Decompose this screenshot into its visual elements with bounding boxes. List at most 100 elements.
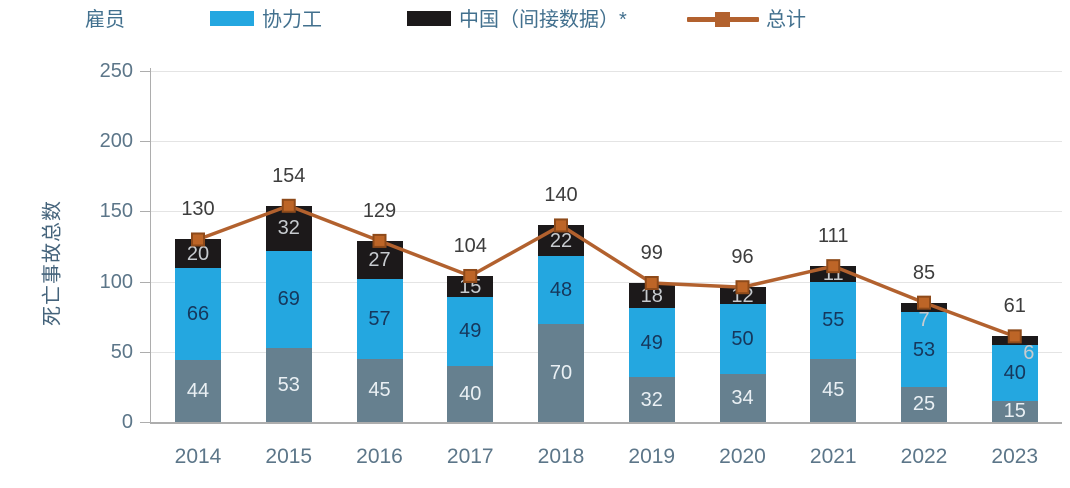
x-tick-label: 2022: [900, 445, 948, 468]
bar-segment: [628, 308, 675, 378]
bar-segment-label: 57: [368, 307, 391, 330]
y-gridline: [150, 211, 1062, 213]
total-marker-icon: [735, 280, 750, 295]
y-tick: [140, 141, 150, 143]
bar-segment-label: 49: [459, 320, 482, 343]
total-marker-icon: [372, 233, 387, 248]
total-marker-icon: [826, 259, 841, 274]
total-marker-icon: [917, 295, 931, 310]
bar-segment-label: 50: [731, 328, 754, 351]
bar-segment: [719, 304, 766, 375]
bar-segment: [447, 275, 494, 298]
y-tick: [140, 422, 150, 423]
x-tick-label: 2018: [537, 445, 585, 468]
bar-segment-label: 25: [912, 393, 936, 416]
bar-segment-label: 44: [186, 380, 210, 403]
legend-label-contractor: 协力工: [262, 9, 322, 31]
total-label: 111: [818, 225, 849, 248]
total-label: 140: [544, 184, 578, 207]
x-tick-label: 2016: [356, 445, 403, 468]
y-gridline: [150, 281, 1062, 283]
bar-segment: [175, 267, 221, 361]
total-label: 130: [181, 198, 215, 221]
bar-segment-label: 70: [549, 361, 573, 384]
bar-segment: [538, 256, 584, 324]
legend-label-employee: 雇员: [85, 9, 125, 31]
bar-segment: [810, 358, 857, 422]
y-tick-label: 50: [110, 340, 133, 363]
bar-segment-label: 53: [277, 373, 300, 396]
y-gridline: [150, 71, 1062, 72]
legend-line-marker-icon: [715, 12, 730, 27]
x-tick-label: 2015: [265, 445, 313, 468]
y-tick: [140, 211, 150, 213]
total-marker-icon: [554, 218, 568, 233]
legend-swatch-china-indirect: [407, 11, 451, 26]
bar-segment: [175, 360, 221, 422]
bar-segment: [628, 377, 675, 422]
total-label: 99: [640, 242, 663, 264]
bar-segment: [265, 250, 312, 348]
bar-segment-label: 27: [368, 248, 391, 271]
bar-segment-label: 6: [1023, 341, 1035, 364]
total-marker-icon: [463, 268, 478, 283]
x-tick-label: 2014: [174, 445, 222, 468]
bar-segment: [356, 278, 403, 359]
bar-segment-label: 48: [549, 279, 573, 302]
legend-label-china-indirect: 中国（间接数据）*: [459, 9, 627, 31]
bar-segment: [810, 281, 857, 359]
bar-segment-label: 18: [640, 284, 663, 307]
bar-segment: [265, 347, 312, 422]
y-tick: [140, 71, 150, 72]
bar-segment: [719, 374, 766, 422]
total-label: 96: [731, 246, 754, 269]
x-tick-label: 2023: [991, 445, 1039, 468]
y-tick-label: 150: [99, 200, 133, 223]
total-label: 61: [1003, 295, 1026, 318]
bar-segment-label: 53: [912, 338, 936, 361]
x-tick-label: 2020: [719, 445, 766, 468]
y-tick-label: 0: [121, 411, 133, 433]
total-label: 85: [912, 261, 936, 284]
bar-segment: [991, 344, 1038, 401]
bar-segment: [991, 400, 1038, 422]
bar-segment-label: 22: [549, 229, 573, 252]
y-tick-label: 100: [99, 270, 133, 293]
y-gridline: [150, 351, 1062, 353]
y-tick-label: 250: [99, 60, 133, 82]
bar-segment-label: 55: [822, 309, 845, 332]
y-tick: [140, 281, 150, 283]
total-marker-icon: [1007, 329, 1022, 344]
bar-segment: [447, 297, 494, 366]
legend-swatch-contractor: [210, 11, 254, 26]
bar-segment: [719, 287, 766, 305]
bar-segment-label: 34: [731, 387, 754, 410]
bar-segment-label: 49: [640, 331, 663, 354]
y-gridline: [150, 141, 1062, 143]
total-line: [197, 203, 1016, 338]
bar-segment: [901, 312, 947, 387]
total-marker-icon: [281, 198, 296, 213]
total-label: 104: [453, 234, 487, 257]
total-label: 129: [362, 199, 397, 222]
bar-segment-label: 15: [1003, 400, 1026, 423]
total-marker-icon: [644, 276, 659, 291]
total-label: 154: [272, 164, 306, 187]
x-axis-line: [150, 422, 1062, 424]
bar-segment: [447, 365, 494, 422]
bar-segment: [356, 358, 403, 422]
bar-segment-label: 66: [186, 302, 210, 325]
x-tick-label: 2017: [446, 445, 494, 468]
legend-label-total: 总计: [766, 9, 806, 31]
bar-segment-label: 40: [1003, 361, 1026, 384]
bar-segment-label: 40: [459, 382, 482, 405]
bar-segment-label: 69: [277, 288, 300, 311]
bar-segment: [901, 386, 947, 422]
total-marker-icon: [191, 232, 205, 247]
y-tick-label: 200: [99, 130, 133, 153]
bar-segment-label: 45: [368, 379, 391, 402]
bar-segment-label: 20: [186, 242, 210, 265]
bar-segment-label: 45: [822, 379, 845, 402]
